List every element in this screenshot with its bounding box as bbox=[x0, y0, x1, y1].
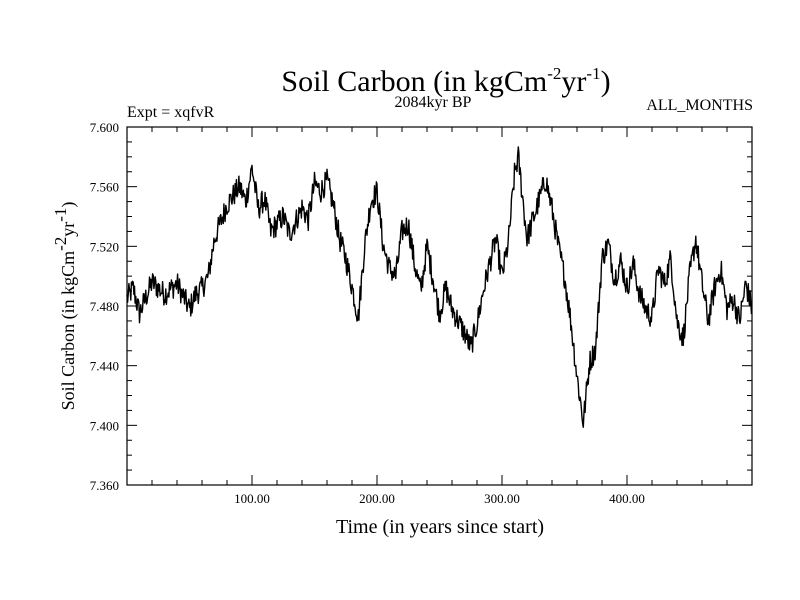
x-tick-label: 300.00 bbox=[484, 491, 520, 506]
x-tick-label: 100.00 bbox=[234, 491, 270, 506]
chart-title: Soil Carbon (in kgCm-2yr-1) bbox=[281, 64, 610, 98]
x-axis-label: Time (in years since start) bbox=[336, 516, 544, 538]
period-label: 2084kyr BP bbox=[395, 94, 472, 111]
experiment-label: Expt = xqfvR bbox=[127, 104, 215, 121]
soil-carbon-series-line bbox=[126, 146, 753, 428]
y-tick-label: 7.440 bbox=[90, 359, 119, 374]
x-tick-label: 200.00 bbox=[359, 491, 395, 506]
months-label: ALL_MONTHS bbox=[646, 97, 753, 114]
y-axis-label: Soil Carbon (in kgCm-2yr-1) bbox=[51, 202, 79, 411]
y-tick-label: 7.600 bbox=[90, 120, 119, 135]
y-tick-label: 7.520 bbox=[90, 239, 119, 254]
plot-frame bbox=[126, 126, 753, 486]
axis-ticks: 100.00 200.00 300.00 400.00 7.360 7.400 7.440 7… bbox=[90, 120, 752, 506]
y-tick-label: 7.560 bbox=[90, 180, 119, 195]
x-tick-label: 400.00 bbox=[609, 491, 645, 506]
y-tick-label: 7.480 bbox=[90, 299, 119, 314]
y-tick-label: 7.360 bbox=[90, 478, 119, 493]
y-tick-label: 7.400 bbox=[90, 418, 119, 433]
